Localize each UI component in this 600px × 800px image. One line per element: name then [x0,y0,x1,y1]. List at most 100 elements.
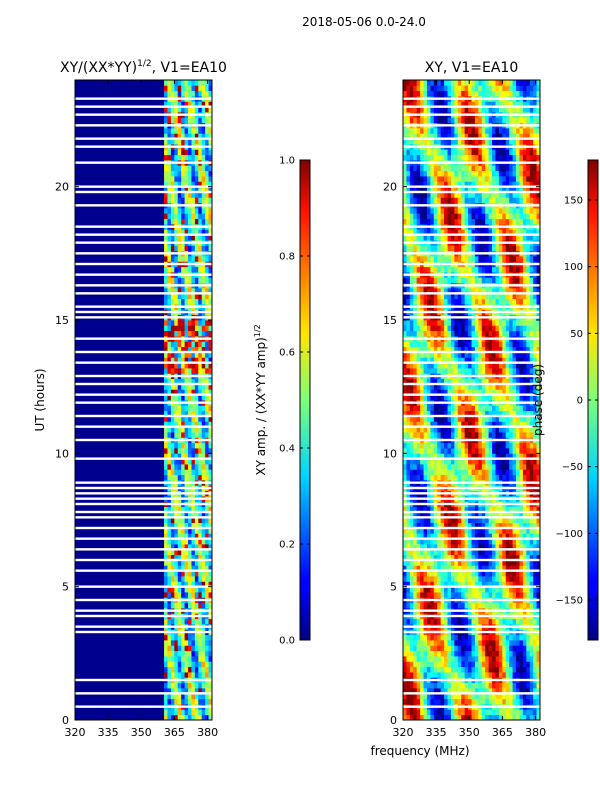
phase-cell [485,528,490,534]
phase-cell [529,293,534,300]
phase-cell [533,661,537,668]
phase-cell [447,432,452,438]
phase-cell [488,469,493,476]
figure-title: 2018-05-06 0.0-24.0 [302,15,426,29]
amplitude-cell [191,634,196,641]
phase-cell [516,645,520,652]
phase-cell [437,544,442,550]
phase-cell [498,320,503,326]
amplitude-cell [177,544,182,550]
amplitude-cell [177,277,182,284]
phase-cell [533,464,537,470]
amplitude-cell [198,538,203,545]
amplitude-cell [170,378,175,385]
phase-cell [409,346,414,353]
phase-cell [509,512,513,518]
phase-cell [498,341,503,348]
phase-cell [464,714,469,720]
phase-cell [505,469,510,476]
phase-cell [492,346,496,353]
phase-cell [505,421,510,428]
amplitude-cell [177,288,182,294]
phase-cell [512,442,517,449]
amplitude-cell [170,618,175,625]
phase-cell [409,341,414,348]
amplitude-cell [184,128,189,134]
phase-cell [413,565,418,572]
phase-cell [516,650,520,657]
phase-cell [444,682,448,689]
phase-cell [447,672,452,678]
amplitude-cell [181,533,185,540]
phase-cell [502,693,507,700]
amplitude-cell [164,352,168,358]
phase-cell [495,442,500,449]
phase-cell [488,512,493,518]
phase-cell [526,560,531,566]
phase-cell [444,576,448,582]
amplitude-cell [167,634,172,641]
amplitude-cell [184,405,189,412]
phase-cell [416,570,421,577]
phase-cell [406,442,411,449]
amplitude-cell [205,245,209,252]
amplitude-cell [198,197,203,204]
amplitude-cell [194,602,199,609]
phase-cell [420,517,424,524]
phase-cell [454,416,459,422]
phase-cell [420,320,424,326]
amplitude-cell [164,85,168,92]
phase-cell [495,693,500,700]
amplitude-cell [170,256,175,262]
amplitude-cell [198,346,203,353]
phase-cell [403,288,407,294]
phase-cell [478,432,483,438]
phase-cell [529,389,534,396]
phase-cell [430,378,435,385]
phase-cell [502,522,507,529]
amplitude-cell [174,661,179,668]
phase-cell [416,688,421,694]
phase-cell [526,602,531,609]
phase-cell [474,293,479,300]
phase-cell [433,362,438,369]
phase-cell [454,645,459,652]
phase-cell [498,698,503,705]
phase-cell [509,432,513,438]
phase-cell [516,432,520,438]
phase-cell [498,528,503,534]
amplitude-cell [177,362,182,369]
phase-cell [447,592,452,598]
amplitude-cell [205,682,209,689]
phase-cell [498,346,503,353]
phase-cell [406,432,411,438]
phase-cell [409,656,414,662]
amplitude-cell [191,549,196,556]
amplitude-cell [208,661,212,668]
amplitude-cell [170,362,175,369]
amplitude-cell [181,80,185,86]
phase-cell [502,640,507,646]
phase-cell [488,464,493,470]
phase-cell [488,586,493,593]
amplitude-cell [194,213,199,220]
amplitude-cell [191,149,196,156]
amplitude-cell [191,368,196,374]
phase-cell [444,458,448,465]
phase-cell [505,581,510,588]
phase-cell [519,640,524,646]
phase-cell [447,293,452,300]
phase-cell [498,586,503,593]
phase-cell [457,442,462,449]
phase-cell [536,320,540,326]
amplitude-cell [201,277,206,284]
phase-cell [502,298,507,305]
phase-cell [406,389,411,396]
amplitude-cell [208,618,212,625]
amplitude-cell [164,133,168,140]
phase-cell [471,448,476,454]
phase-cell [495,362,500,369]
phase-cell [498,405,503,412]
phase-cell [454,506,459,513]
amplitude-cell [184,544,189,550]
